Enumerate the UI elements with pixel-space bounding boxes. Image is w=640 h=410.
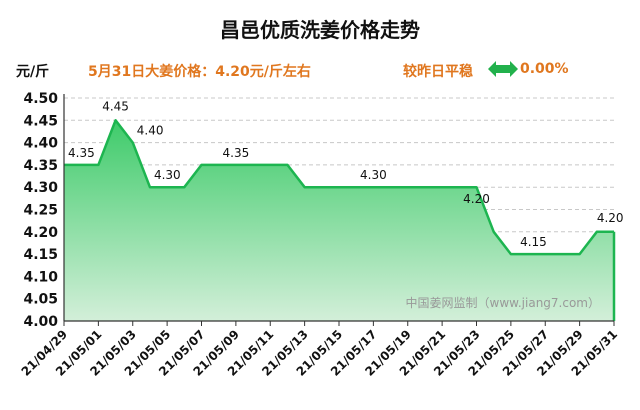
data-label: 4.15 <box>520 235 547 249</box>
y-tick-label: 4.15 <box>23 247 58 263</box>
price-note: 5月31日大姜价格：4.20元/斤左右 <box>88 64 311 80</box>
compare-label: 较昨日平稳 <box>403 64 473 80</box>
y-tick-label: 4.00 <box>23 314 58 330</box>
y-tick-label: 4.05 <box>23 292 58 308</box>
data-label: 4.40 <box>137 124 164 138</box>
y-tick-label: 4.25 <box>23 203 58 219</box>
data-label: 4.45 <box>102 99 129 113</box>
y-tick-label: 4.45 <box>23 113 58 129</box>
double-arrow-icon <box>488 61 518 77</box>
y-axis-unit-label: 元/斤 <box>16 64 50 80</box>
data-label: 4.30 <box>154 168 181 182</box>
data-label: 4.20 <box>463 192 490 206</box>
y-tick-label: 4.50 <box>23 91 58 107</box>
chart-title: 昌邑优质洗姜价格走势 <box>220 18 420 42</box>
watermark: 中国姜网监制（www.jiang7.com） <box>406 295 600 310</box>
y-tick-label: 4.20 <box>23 225 58 241</box>
y-tick-label: 4.35 <box>23 158 58 174</box>
compare-percent: 0.00% <box>520 61 569 77</box>
data-label: 4.20 <box>597 211 624 225</box>
y-tick-label: 4.30 <box>23 180 58 196</box>
data-label: 4.35 <box>223 146 250 160</box>
price-line <box>64 119 614 256</box>
y-tick-label: 4.40 <box>23 136 58 152</box>
data-label: 4.35 <box>68 146 95 160</box>
data-label: 4.30 <box>360 168 387 182</box>
price-area-fill <box>64 120 614 321</box>
y-tick-label: 4.10 <box>23 269 58 285</box>
